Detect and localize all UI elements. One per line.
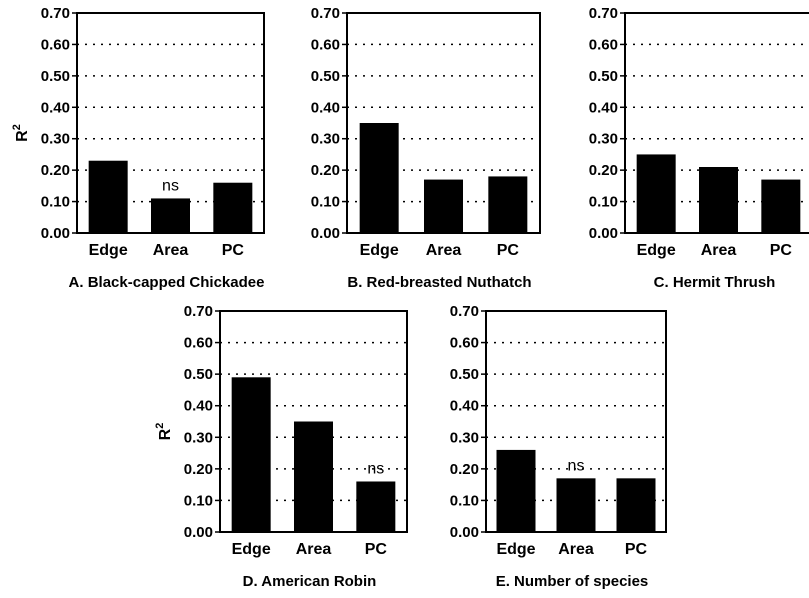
panel-5-category-label: Area (558, 541, 594, 558)
panel-4-y-tick-label: 0.00 (184, 524, 213, 541)
panel-1-y-axis-label: R2 (11, 124, 31, 142)
panel-4-category-label: Area (296, 541, 332, 558)
panel-1-y-tick-label: 0.30 (41, 131, 70, 148)
panel-2-y-tick-label: 0.60 (311, 36, 340, 53)
panel-3-y-tick-label: 0.00 (589, 225, 618, 242)
panel-5-bar-edge (496, 449, 536, 532)
panel-5-y-tick-label: 0.20 (450, 461, 479, 478)
panel-4-y-tick-label: 0.10 (184, 492, 213, 509)
panel-2-category-label: Area (426, 242, 462, 259)
panel-5-annotation: ns (568, 457, 585, 474)
panel-1-y-tick-label: 0.40 (41, 99, 70, 116)
panel-2-y-tick-label: 0.30 (311, 131, 340, 148)
panel-5-category-label: PC (625, 541, 648, 558)
panel-3-y-tick-label: 0.40 (589, 99, 618, 116)
panel-3-category-label: Edge (637, 242, 676, 259)
panel-4-y-axis-label: R2 (154, 423, 174, 441)
panel-5-y-tick-label: 0.60 (450, 335, 479, 352)
panel-2-bar-area (424, 179, 463, 233)
panel-3-y-tick-label: 0.70 (589, 5, 618, 22)
panel-4-y-tick-label: 0.70 (184, 303, 213, 320)
panel-1-category-label: Edge (89, 242, 128, 259)
panel-5-bar-pc (616, 478, 656, 532)
panel-2-y-tick-label: 0.00 (311, 225, 340, 242)
panel-3-frame (624, 12, 809, 234)
panel-5-y-tick-label: 0.10 (450, 492, 479, 509)
panel-1-bar-area (151, 198, 190, 233)
panel-4-bar-area (294, 421, 333, 532)
panel-2-y-tick-label: 0.50 (311, 68, 340, 85)
panel-1-y-tick-label: 0.10 (41, 194, 70, 211)
panel-5-category-label: Edge (496, 541, 535, 558)
panel-2-y-tick-label: 0.10 (311, 194, 340, 211)
panel-3-y-tick-label: 0.20 (589, 162, 618, 179)
panel-1-frame (76, 12, 265, 234)
panel-4-category-label: PC (365, 541, 388, 558)
panel-5-title: E. Number of species (496, 573, 649, 590)
panel-4-bar-edge (231, 377, 271, 532)
panel-3-y-tick-label: 0.60 (589, 36, 618, 53)
panel-2-frame (346, 12, 541, 234)
panel-2-y-tick-label: 0.40 (311, 99, 340, 116)
panel-1-category-label: PC (222, 242, 245, 259)
panel-4-y-tick-label: 0.20 (184, 461, 213, 478)
panel-5-bar-area (556, 478, 596, 532)
panel-1-bar-pc (213, 182, 253, 233)
panel-2-bar-pc (488, 176, 528, 233)
panel-2-category-label: Edge (360, 242, 399, 259)
panel-4-y-tick-label: 0.60 (184, 335, 213, 352)
panel-4-y-tick-label: 0.40 (184, 398, 213, 415)
panel-4-bar-pc (356, 481, 396, 532)
panel-1-y-tick-label: 0.20 (41, 162, 70, 179)
panel-4-y-axis-label-superscript: 2 (154, 423, 166, 429)
panel-1-title: A. Black-capped Chickadee (69, 274, 265, 291)
panel-1-y-tick-label: 0.50 (41, 68, 70, 85)
panel-5-y-tick-label: 0.30 (450, 429, 479, 446)
panel-3-y-tick-label: 0.50 (589, 68, 618, 85)
panel-2-category-label: PC (497, 242, 520, 259)
panel-3-y-tick-label: 0.30 (589, 131, 618, 148)
panel-4-title: D. American Robin (243, 573, 377, 590)
panel-2-title: B. Red-breasted Nuthatch (347, 274, 531, 291)
panel-1-annotation: ns (162, 177, 179, 194)
panel-5-y-tick-label: 0.00 (450, 524, 479, 541)
panel-1-y-tick-label: 0.60 (41, 36, 70, 53)
panel-3-bar-area (699, 167, 738, 233)
panel-4-y-tick-label: 0.30 (184, 429, 213, 446)
panel-3-category-label: Area (701, 242, 737, 259)
panel-1-y-axis-label-superscript: 2 (11, 124, 23, 130)
panel-1-y-tick-label: 0.00 (41, 225, 70, 242)
panel-3-y-tick-label: 0.10 (589, 194, 618, 211)
panel-5-y-tick-label: 0.40 (450, 398, 479, 415)
panel-2-bar-edge (359, 123, 399, 233)
panel-3-category-label: PC (770, 242, 793, 259)
panel-2-y-tick-label: 0.20 (311, 162, 340, 179)
panel-4-frame (219, 310, 408, 533)
panel-4-y-tick-label: 0.50 (184, 366, 213, 383)
panel-4-annotation: ns (367, 460, 384, 477)
panel-1-y-tick-label: 0.70 (41, 5, 70, 22)
panel-2-y-tick-label: 0.70 (311, 5, 340, 22)
panel-5-y-tick-label: 0.50 (450, 366, 479, 383)
panel-5-frame (485, 310, 667, 533)
panel-3-bar-edge (636, 154, 676, 233)
panel-4-category-label: Edge (232, 541, 271, 558)
panel-1-bar-edge (88, 160, 128, 233)
panel-3-title: C. Hermit Thrush (654, 274, 776, 291)
panel-3-bar-pc (761, 179, 801, 233)
panel-1-category-label: Area (153, 242, 189, 259)
panel-5-y-tick-label: 0.70 (450, 303, 479, 320)
